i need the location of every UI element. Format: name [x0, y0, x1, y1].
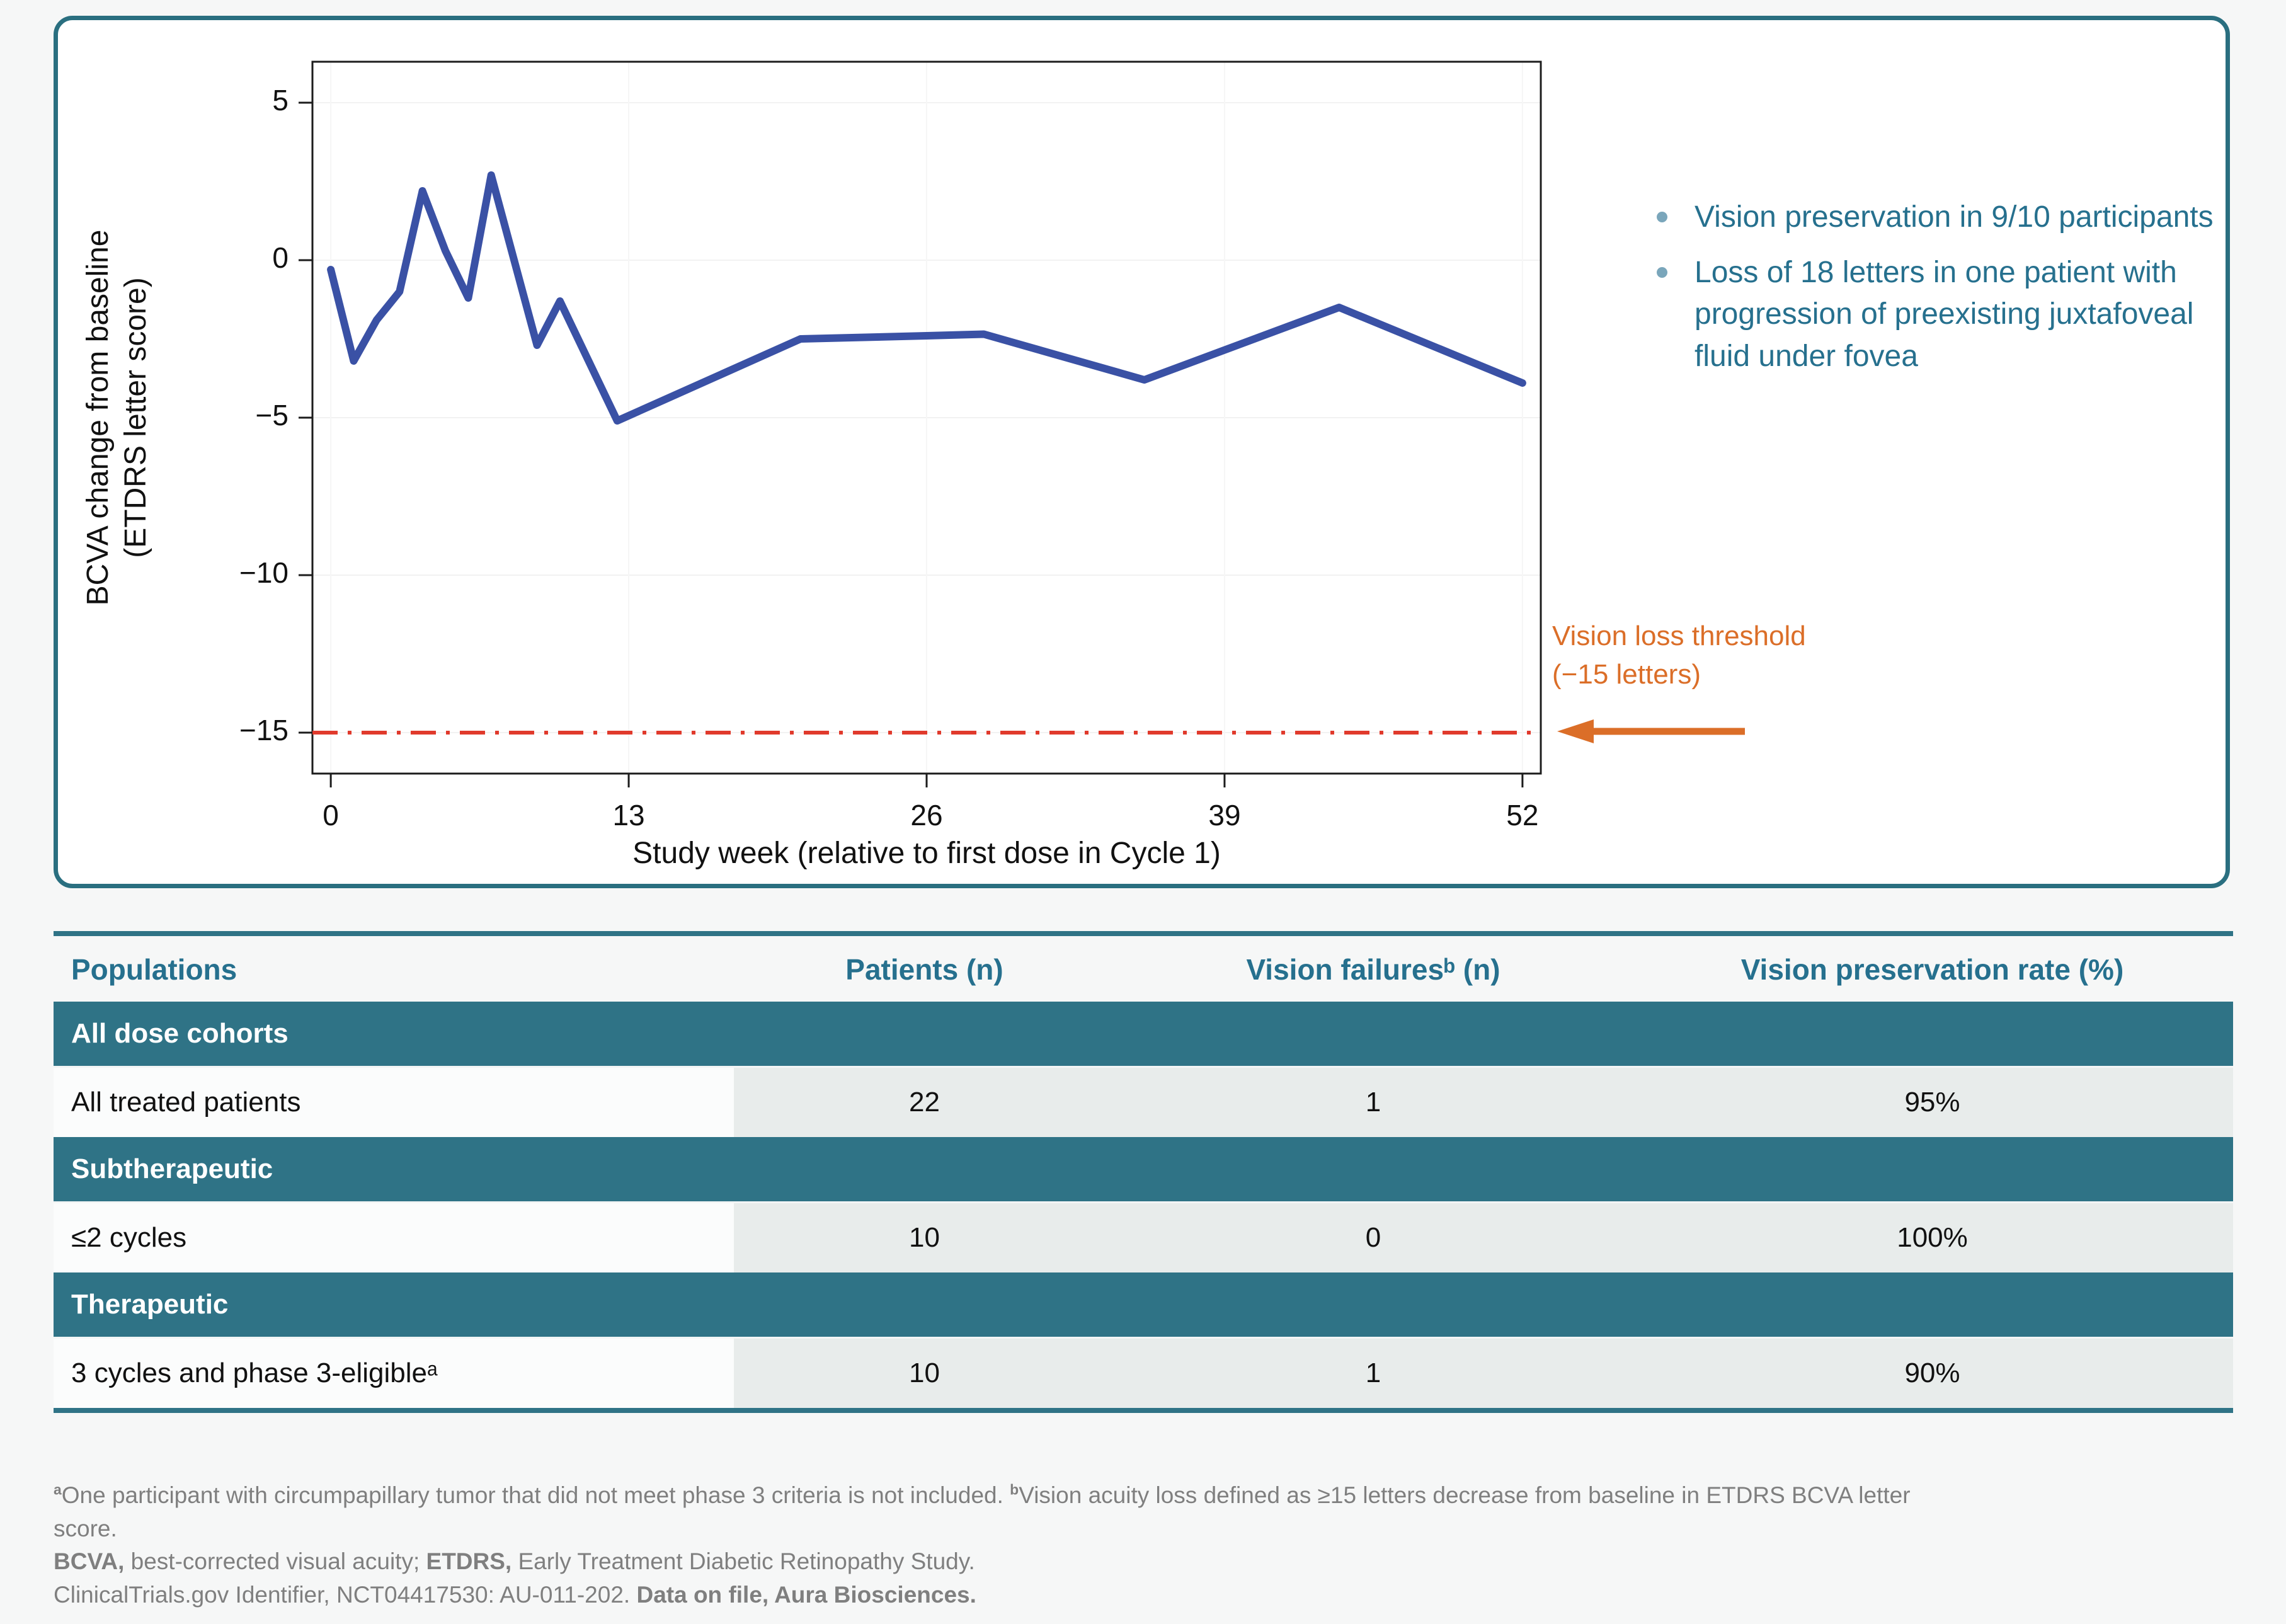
patients-value: 22	[734, 1068, 1115, 1137]
column-header-patients: Patients (n)	[845, 953, 1003, 986]
bullet-text: Vision preservation in 9/10 participants	[1694, 200, 2214, 234]
table-row: All treated patients 22 1 95%	[54, 1066, 2233, 1137]
patients-value: 10	[734, 1203, 1115, 1272]
footnotes: aOne participant with circumpapillary tu…	[54, 1479, 2239, 1611]
table-row: 3 cycles and phase 3-eligibleᵃ 10 1 90%	[54, 1337, 2233, 1408]
svg-text:26: 26	[910, 799, 942, 832]
plot-area: 5 0 −5 −10 −15 0 13 26 39 52	[239, 60, 1542, 832]
column-header-preservation-rate: Vision preservation rate (%)	[1740, 953, 2124, 986]
svg-text:13: 13	[612, 799, 644, 832]
chart-panel: 5 0 −5 −10 −15 0 13 26 39 52 Study week (relative…	[54, 16, 2230, 888]
bullet-icon	[1657, 267, 1667, 278]
svg-text:39: 39	[1208, 799, 1240, 832]
footnote-sup-a: a	[54, 1481, 62, 1498]
table-row: ≤2 cycles 10 0 100%	[54, 1201, 2233, 1272]
preservation-rate-value: 95%	[1632, 1068, 2233, 1137]
section-row-therapeutic: Therapeutic	[54, 1272, 2233, 1337]
vision-failures-value: 1	[1115, 1339, 1632, 1408]
results-table: Populations Patients (n) Vision failures…	[54, 931, 2233, 1413]
footnote-abbreviations: BCVA, best-corrected visual acuity; ETDR…	[54, 1545, 2239, 1579]
threshold-label: Vision loss threshold (−15 letters)	[1552, 617, 1806, 694]
abbrev-etdrs: ETDRS,	[426, 1548, 512, 1575]
vision-failures-value: 1	[1115, 1068, 1632, 1137]
column-header-populations: Populations	[71, 953, 237, 986]
footnote-text: One participant with circumpapillary tum…	[61, 1482, 1010, 1508]
svg-text:5: 5	[272, 84, 289, 117]
section-row-subtherapeutic: Subtherapeutic	[54, 1137, 2233, 1201]
key-findings-list: Vision preservation in 9/10 participants…	[1645, 197, 2231, 391]
threshold-label-line2: (−15 letters)	[1552, 658, 1701, 690]
y-axis-title-line1: BCVA change from baseline	[81, 230, 115, 606]
svg-text:−10: −10	[239, 556, 289, 589]
svg-text:−5: −5	[256, 399, 289, 432]
column-header-vision-failures: Vision failuresᵇ (n)	[1246, 953, 1500, 986]
left-arrow-icon	[1557, 719, 1745, 743]
footnote-text: Early Treatment Diabetic Retinopathy Stu…	[511, 1548, 975, 1575]
bcva-line-chart: 5 0 −5 −10 −15 0 13 26 39 52 Study week (relative…	[81, 60, 1542, 870]
table-header-row: Populations Patients (n) Vision failures…	[54, 936, 2233, 1002]
abbrev-bcva: BCVA,	[54, 1548, 125, 1575]
data-on-file-text: Data on file, Aura Biosciences.	[636, 1581, 976, 1608]
vision-failures-value: 0	[1115, 1203, 1632, 1272]
svg-text:0: 0	[272, 241, 289, 274]
svg-text:52: 52	[1506, 799, 1538, 832]
patients-value: 10	[734, 1339, 1115, 1408]
bullet-text: Loss of 18 letters in one patient with p…	[1694, 256, 2194, 373]
footnote-text: Vision acuity loss defined as ≥15 letter…	[54, 1482, 1911, 1541]
y-axis-title-line2: (ETDRS letter score)	[119, 277, 152, 558]
preservation-rate-value: 90%	[1632, 1339, 2233, 1408]
footnote-definitions: aOne participant with circumpapillary tu…	[54, 1479, 1940, 1545]
preservation-rate-value: 100%	[1632, 1203, 2233, 1272]
svg-text:−15: −15	[239, 714, 289, 746]
footnote-sup-b: b	[1010, 1481, 1019, 1498]
list-item: Loss of 18 letters in one patient with p…	[1645, 252, 2231, 377]
list-item: Vision preservation in 9/10 participants	[1645, 197, 2231, 238]
bullet-icon	[1657, 212, 1667, 222]
row-label: All treated patients	[54, 1068, 734, 1137]
section-row-all-dose-cohorts: All dose cohorts	[54, 1002, 2233, 1066]
svg-text:0: 0	[323, 799, 339, 832]
row-label: ≤2 cycles	[54, 1203, 734, 1272]
threshold-label-line1: Vision loss threshold	[1552, 620, 1806, 651]
footnote-identifier: ClinicalTrials.gov Identifier, NCT044175…	[54, 1579, 2239, 1612]
x-axis-title: Study week (relative to first dose in Cy…	[632, 837, 1221, 870]
row-label: 3 cycles and phase 3-eligibleᵃ	[54, 1339, 734, 1408]
footnote-text: ClinicalTrials.gov Identifier, NCT044175…	[54, 1581, 637, 1608]
footnote-text: best-corrected visual acuity;	[124, 1548, 426, 1575]
